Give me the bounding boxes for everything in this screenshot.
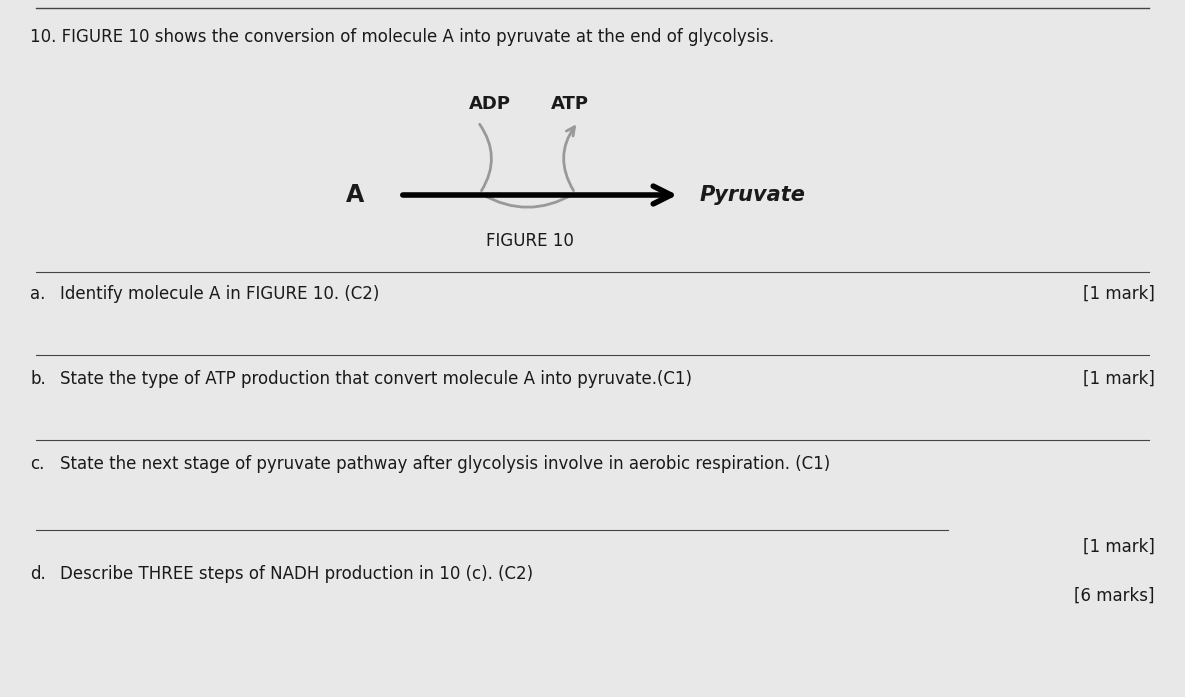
Text: Pyruvate: Pyruvate [700, 185, 806, 205]
Text: [1 mark]: [1 mark] [1083, 285, 1155, 303]
Text: c.: c. [30, 455, 44, 473]
Text: [6 marks]: [6 marks] [1075, 587, 1155, 605]
Text: d.: d. [30, 565, 46, 583]
Text: A: A [346, 183, 364, 207]
Text: Identify molecule A in FIGURE 10. (C2): Identify molecule A in FIGURE 10. (C2) [60, 285, 379, 303]
Text: ADP: ADP [469, 95, 511, 113]
Text: b.: b. [30, 370, 46, 388]
Text: State the type of ATP production that convert molecule A into pyruvate.(C1): State the type of ATP production that co… [60, 370, 692, 388]
Text: Describe THREE steps of NADH production in 10 (c). (C2): Describe THREE steps of NADH production … [60, 565, 533, 583]
Text: [1 mark]: [1 mark] [1083, 370, 1155, 388]
Text: 10. FIGURE 10 shows the conversion of molecule A into pyruvate at the end of gly: 10. FIGURE 10 shows the conversion of mo… [30, 28, 774, 46]
Text: State the next stage of pyruvate pathway after glycolysis involve in aerobic res: State the next stage of pyruvate pathway… [60, 455, 831, 473]
Text: FIGURE 10: FIGURE 10 [486, 232, 574, 250]
Text: ATP: ATP [551, 95, 589, 113]
Text: [1 mark]: [1 mark] [1083, 538, 1155, 556]
Text: a.: a. [30, 285, 45, 303]
